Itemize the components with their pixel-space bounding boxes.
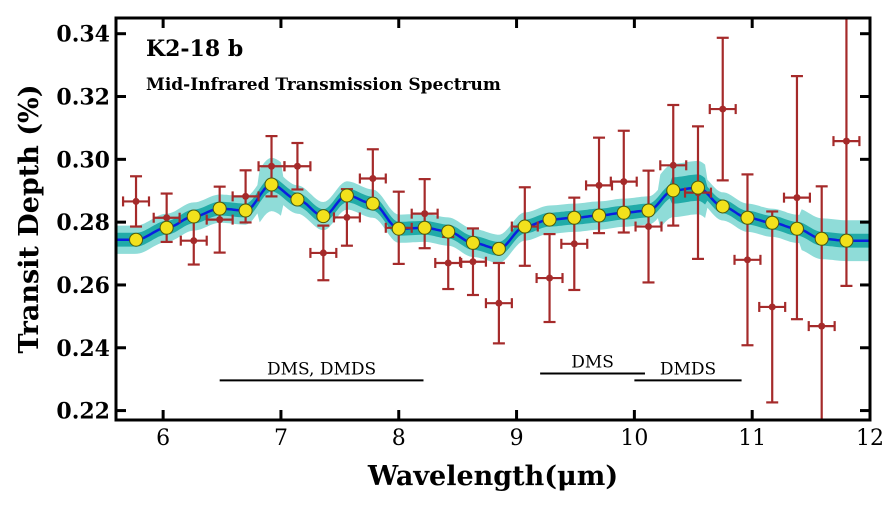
model-band-1sigma xyxy=(116,174,870,256)
data-marker xyxy=(743,256,751,264)
data-marker xyxy=(469,258,477,266)
model-bands xyxy=(116,157,870,263)
binned-model-point xyxy=(839,233,854,248)
binned-model-point xyxy=(465,235,480,250)
data-marker xyxy=(768,303,776,311)
data-marker xyxy=(818,322,826,330)
data-point xyxy=(782,75,812,321)
y-tick-label: 0.32 xyxy=(56,85,110,111)
x-axis-label: Wavelength(μm) xyxy=(367,461,618,492)
y-tick-label: 0.26 xyxy=(56,273,110,299)
data-marker xyxy=(163,214,171,222)
binned-model-point xyxy=(212,201,227,216)
data-marker xyxy=(216,216,224,224)
annotation-label: DMS xyxy=(571,353,614,373)
data-point xyxy=(659,103,688,227)
data-point xyxy=(283,141,312,191)
binned-model-point xyxy=(641,203,656,218)
data-marker xyxy=(190,237,198,245)
data-point xyxy=(484,261,513,345)
binned-model-group xyxy=(129,177,854,256)
data-point xyxy=(634,169,663,284)
binned-model-point xyxy=(567,210,582,225)
binned-model-point xyxy=(441,224,456,239)
binned-model-point xyxy=(542,212,557,227)
data-marker xyxy=(546,274,554,282)
binned-model-point xyxy=(365,196,380,211)
data-marker xyxy=(444,259,452,267)
binned-model-point xyxy=(290,192,305,207)
binned-model-point xyxy=(159,220,174,235)
binned-model-point xyxy=(264,177,279,192)
x-tick-label: 9 xyxy=(510,426,524,451)
x-tick-label: 10 xyxy=(620,426,648,451)
binned-model-point xyxy=(715,199,730,214)
data-point xyxy=(121,175,151,228)
data-marker xyxy=(595,181,603,189)
binned-model-point xyxy=(616,205,631,220)
annotation-label: DMS, DMDS xyxy=(267,359,376,379)
binned-model-point xyxy=(316,209,331,224)
x-tick-label: 11 xyxy=(738,426,766,451)
data-marker xyxy=(669,161,677,169)
y-tick-label: 0.30 xyxy=(56,147,110,173)
data-marker xyxy=(719,105,727,113)
data-point xyxy=(535,232,564,324)
data-point xyxy=(758,210,787,404)
data-point xyxy=(309,224,338,282)
annotation-label: DMDS xyxy=(660,359,716,379)
binned-model-point xyxy=(238,203,253,218)
binned-model-point xyxy=(814,231,829,246)
x-tick-label: 7 xyxy=(274,426,288,451)
binned-model-point xyxy=(129,232,144,247)
annotations-group: DMS, DMDS DMS DMDS xyxy=(219,353,742,382)
binned-model-point xyxy=(690,180,705,195)
plot-frame xyxy=(114,16,872,422)
data-marker xyxy=(293,162,301,170)
binned-model-point xyxy=(789,221,804,236)
binned-model-point xyxy=(592,208,607,223)
data-point xyxy=(205,185,234,254)
y-axis-label: Transit Depth (%) xyxy=(14,85,45,354)
data-marker xyxy=(242,192,250,200)
x-tick-label: 6 xyxy=(156,426,170,451)
y-tick-label: 0.28 xyxy=(56,210,110,236)
data-marker xyxy=(132,197,140,205)
data-marker xyxy=(495,299,503,307)
data-marker xyxy=(369,174,377,182)
data-point xyxy=(708,36,737,182)
chart-title: K2-18 b xyxy=(146,36,243,62)
binned-model-point xyxy=(417,220,432,235)
data-marker xyxy=(570,240,578,248)
data-marker xyxy=(343,213,351,221)
data-marker xyxy=(645,223,653,231)
x-tick-label: 12 xyxy=(856,426,884,451)
x-tick-label: 8 xyxy=(392,426,406,451)
data-marker xyxy=(620,178,628,186)
binned-model-point xyxy=(186,209,201,224)
binned-model-point xyxy=(491,241,506,256)
y-tick-label: 0.24 xyxy=(56,336,110,362)
binned-model-point xyxy=(517,219,532,234)
binned-model-point xyxy=(666,183,681,198)
y-tick-label: 0.22 xyxy=(56,399,110,425)
data-marker xyxy=(268,162,276,170)
binned-model-point xyxy=(391,221,406,236)
binned-model-point xyxy=(339,188,354,203)
axis-ticks: 6 7 8 9 10 11 12 0.22 0.24 0.26 0.28 0.30 0.32 0.34 xyxy=(56,18,884,451)
data-marker xyxy=(842,137,850,145)
data-point xyxy=(807,185,836,420)
binned-model-point xyxy=(740,210,755,225)
data-marker xyxy=(319,249,327,257)
data-marker xyxy=(793,194,801,202)
chart-subtitle: Mid-Infrared Transmission Spectrum xyxy=(146,75,501,95)
data-point xyxy=(410,178,439,250)
data-point xyxy=(733,173,762,347)
y-tick-label: 0.34 xyxy=(56,22,110,48)
data-marker xyxy=(421,210,429,218)
binned-model-point xyxy=(765,215,780,230)
